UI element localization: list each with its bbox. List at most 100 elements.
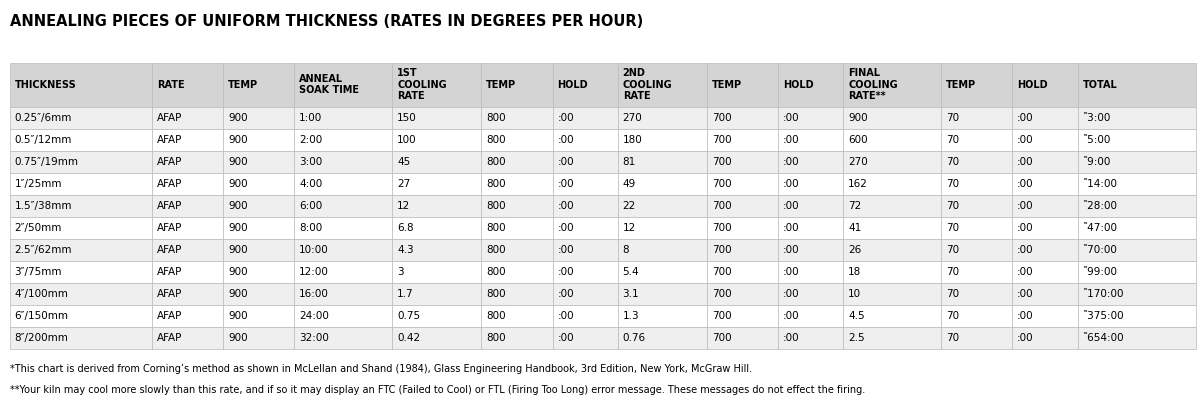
Text: 600: 600 <box>848 135 868 145</box>
Text: 72: 72 <box>848 201 862 211</box>
Bar <box>152 173 223 195</box>
Bar <box>618 195 707 217</box>
Bar <box>618 239 707 261</box>
Bar <box>552 173 618 195</box>
Bar <box>778 151 844 173</box>
Text: 800: 800 <box>486 113 505 123</box>
Bar <box>223 305 294 327</box>
Bar <box>707 151 778 173</box>
Bar <box>294 63 392 107</box>
Bar <box>223 283 294 305</box>
Text: 70: 70 <box>946 135 959 145</box>
Bar <box>1078 63 1196 107</box>
Bar <box>1078 107 1196 129</box>
Bar <box>152 327 223 349</box>
Text: 800: 800 <box>486 223 505 233</box>
Text: 700: 700 <box>712 135 731 145</box>
Text: :00: :00 <box>557 333 574 343</box>
Bar <box>844 129 941 151</box>
Bar <box>223 107 294 129</box>
Bar <box>941 217 1013 239</box>
Text: 1.7: 1.7 <box>397 289 414 299</box>
Text: AFAP: AFAP <box>157 311 182 321</box>
Bar <box>392 327 481 349</box>
Text: :00: :00 <box>1018 289 1034 299</box>
Text: :00: :00 <box>1018 135 1034 145</box>
Text: 10:00: 10:00 <box>299 245 329 255</box>
Bar <box>552 217 618 239</box>
Bar <box>481 151 552 173</box>
Text: **Your kiln may cool more slowly than this rate, and if so it may display an FTC: **Your kiln may cool more slowly than th… <box>10 385 865 395</box>
Bar <box>10 63 152 107</box>
Text: :00: :00 <box>1018 267 1034 277</box>
Bar <box>552 107 618 129</box>
Text: 900: 900 <box>228 113 247 123</box>
Bar <box>1078 217 1196 239</box>
Text: :00: :00 <box>782 113 799 123</box>
Bar <box>844 305 941 327</box>
Text: 45: 45 <box>397 157 410 167</box>
Text: 700: 700 <box>712 223 731 233</box>
Bar <box>223 327 294 349</box>
Bar <box>707 173 778 195</box>
Text: 700: 700 <box>712 267 731 277</box>
Bar <box>152 261 223 283</box>
Text: 700: 700 <box>712 113 731 123</box>
Text: :00: :00 <box>557 135 574 145</box>
Bar <box>152 195 223 217</box>
Text: 16:00: 16:00 <box>299 289 329 299</box>
Bar <box>618 151 707 173</box>
Bar <box>552 327 618 349</box>
Text: 22: 22 <box>623 201 636 211</box>
Bar <box>481 107 552 129</box>
Text: 4″/100mm: 4″/100mm <box>14 289 68 299</box>
Text: 81: 81 <box>623 157 636 167</box>
Text: :00: :00 <box>782 223 799 233</box>
Bar <box>941 173 1013 195</box>
Bar <box>152 239 223 261</box>
Bar <box>618 173 707 195</box>
Text: 900: 900 <box>228 311 247 321</box>
Bar <box>1078 327 1196 349</box>
Text: 800: 800 <box>486 135 505 145</box>
Text: ˜28:00: ˜28:00 <box>1082 201 1117 211</box>
Bar <box>618 261 707 283</box>
Bar <box>778 239 844 261</box>
Bar <box>941 261 1013 283</box>
Bar <box>707 305 778 327</box>
Text: 4:00: 4:00 <box>299 179 323 189</box>
Bar <box>1078 195 1196 217</box>
Bar <box>941 305 1013 327</box>
Bar <box>941 283 1013 305</box>
Bar <box>392 305 481 327</box>
Text: 8″/200mm: 8″/200mm <box>14 333 68 343</box>
Text: :00: :00 <box>557 201 574 211</box>
Text: 0.75: 0.75 <box>397 311 420 321</box>
Bar <box>844 327 941 349</box>
Text: 0.25″/6mm: 0.25″/6mm <box>14 113 72 123</box>
Bar <box>152 151 223 173</box>
Text: AFAP: AFAP <box>157 157 182 167</box>
Bar <box>10 195 152 217</box>
Bar <box>552 261 618 283</box>
Bar <box>707 195 778 217</box>
Bar <box>844 195 941 217</box>
Text: 700: 700 <box>712 333 731 343</box>
Bar <box>1013 239 1078 261</box>
Bar <box>778 195 844 217</box>
Text: 900: 900 <box>228 157 247 167</box>
Text: 70: 70 <box>946 201 959 211</box>
Text: 900: 900 <box>228 179 247 189</box>
Text: :00: :00 <box>557 245 574 255</box>
Text: 70: 70 <box>946 245 959 255</box>
Text: 32:00: 32:00 <box>299 333 329 343</box>
Text: :00: :00 <box>782 157 799 167</box>
Text: ˜170:00: ˜170:00 <box>1082 289 1124 299</box>
Text: 18: 18 <box>848 267 862 277</box>
Bar <box>1078 239 1196 261</box>
Text: FINAL
COOLING
RATE**: FINAL COOLING RATE** <box>848 68 898 101</box>
Text: 41: 41 <box>848 223 862 233</box>
Text: AFAP: AFAP <box>157 245 182 255</box>
Bar <box>618 129 707 151</box>
Text: ˜47:00: ˜47:00 <box>1082 223 1117 233</box>
